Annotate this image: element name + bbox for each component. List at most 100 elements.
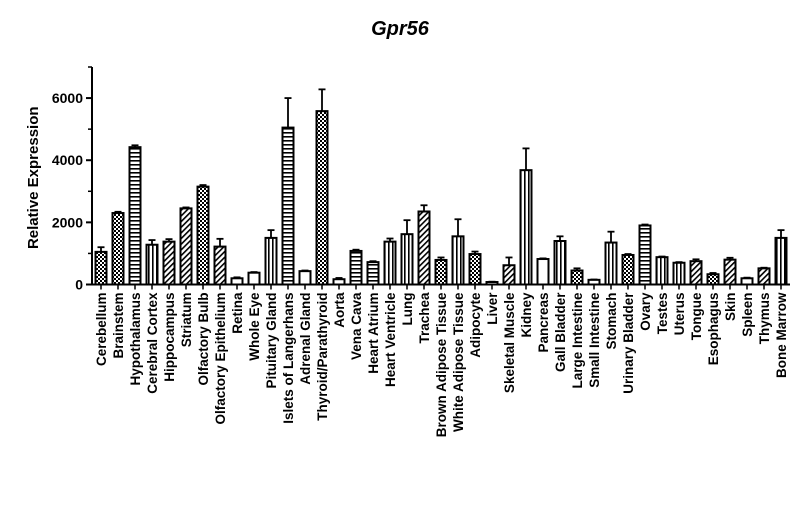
bar <box>655 256 669 286</box>
y-tick-label: 2000 <box>52 214 83 230</box>
bar-group <box>213 237 227 286</box>
bar-group <box>196 184 210 286</box>
bar-group <box>247 271 261 286</box>
category-label: Islets of Langerhans <box>281 293 296 424</box>
bar <box>621 253 635 286</box>
category-label: Uterus <box>672 293 687 336</box>
category-label: Testes <box>655 293 670 335</box>
bar <box>366 261 380 286</box>
bar-group <box>332 277 346 286</box>
category-label: Adrenal Gland <box>298 293 313 385</box>
bar-group <box>723 256 737 286</box>
category-label: Small Intestine <box>587 292 602 388</box>
category-label: Hippocampus <box>162 293 177 382</box>
bar-group <box>366 260 380 286</box>
category-label: Urinary Bladder <box>621 292 636 394</box>
bar-group <box>281 97 295 286</box>
category-label: Stomach <box>604 293 619 350</box>
category-label: Olfactory Epithelium <box>213 293 228 425</box>
bar <box>434 258 448 286</box>
category-label: Spleen <box>740 293 755 337</box>
bar <box>485 281 499 286</box>
bar-group <box>485 280 499 286</box>
category-label: Bone Marrow <box>774 292 789 378</box>
bar <box>638 224 652 286</box>
bar <box>502 264 516 286</box>
bar <box>604 241 618 286</box>
category-label: White Adipose Tissue <box>451 292 466 432</box>
category-labels: Cerebellum Brainstem Hypothalamus Cerebral … <box>94 292 789 438</box>
bar-group <box>315 88 329 286</box>
bar <box>298 270 312 286</box>
bar-group <box>502 256 516 286</box>
bar <box>468 253 482 286</box>
bar-group <box>94 246 108 286</box>
bar <box>417 210 431 286</box>
category-label: Esophagus <box>706 293 721 366</box>
y-tick-label: 6000 <box>52 90 83 106</box>
category-label: Skin <box>723 293 738 322</box>
bar <box>196 185 210 286</box>
chart-title: Gpr56 <box>371 18 429 40</box>
bar-group <box>638 223 652 286</box>
bar-group <box>298 269 312 286</box>
category-label: Thymus <box>757 293 772 345</box>
bar-group <box>655 255 669 286</box>
bar <box>740 277 754 286</box>
bar <box>689 260 703 286</box>
bar-group <box>417 204 431 286</box>
bar <box>349 249 363 286</box>
bar <box>400 233 414 286</box>
bar-group <box>672 261 686 286</box>
bar-group <box>400 219 414 286</box>
category-label: Heart Ventricle <box>383 292 398 387</box>
category-label: Aorta <box>332 292 347 328</box>
bar <box>706 273 720 286</box>
bar <box>774 236 788 286</box>
category-label: Vena Cava <box>349 292 364 360</box>
category-label: Cerebellum <box>94 293 109 367</box>
bar-group <box>230 276 244 286</box>
bar-group <box>774 229 788 286</box>
category-label: Kidney <box>519 292 534 338</box>
bar <box>315 110 329 286</box>
bar <box>451 235 465 286</box>
bar <box>383 240 397 286</box>
bar <box>230 277 244 286</box>
bar-group <box>434 256 448 286</box>
bar-group <box>570 267 584 286</box>
bar <box>213 245 227 286</box>
bar <box>145 243 159 286</box>
bar <box>723 258 737 286</box>
bar-group <box>111 210 125 286</box>
bar-group <box>621 253 635 286</box>
category-label: Cerebral Cortex <box>145 292 160 394</box>
category-label: Brainstem <box>111 293 126 359</box>
category-label: Lung <box>400 293 415 326</box>
category-label: Brown Adipose Tissue <box>434 292 449 437</box>
bar <box>553 240 567 286</box>
y-tick-label: 4000 <box>52 152 83 168</box>
category-label: Striatum <box>179 293 194 348</box>
bar-group <box>264 229 278 286</box>
bar <box>332 278 346 286</box>
bar <box>128 146 142 286</box>
category-label: Whole Eye <box>247 292 262 361</box>
category-label: Ovary <box>638 292 653 331</box>
category-label: Skeletal Muscle <box>502 292 517 393</box>
bar-group <box>349 248 363 286</box>
bar-group <box>536 257 550 286</box>
bar <box>519 169 533 286</box>
category-label: Large Intestine <box>570 292 585 389</box>
bar <box>111 212 125 286</box>
bar-group <box>587 278 601 286</box>
bar <box>264 236 278 286</box>
bar <box>587 278 601 286</box>
bar-group <box>179 206 193 286</box>
bar <box>94 250 108 286</box>
category-label: Heart Atrium <box>366 293 381 374</box>
category-label: Trachea <box>417 292 432 344</box>
category-label: Olfactory Bulb <box>196 293 211 386</box>
bar-group <box>604 230 618 286</box>
